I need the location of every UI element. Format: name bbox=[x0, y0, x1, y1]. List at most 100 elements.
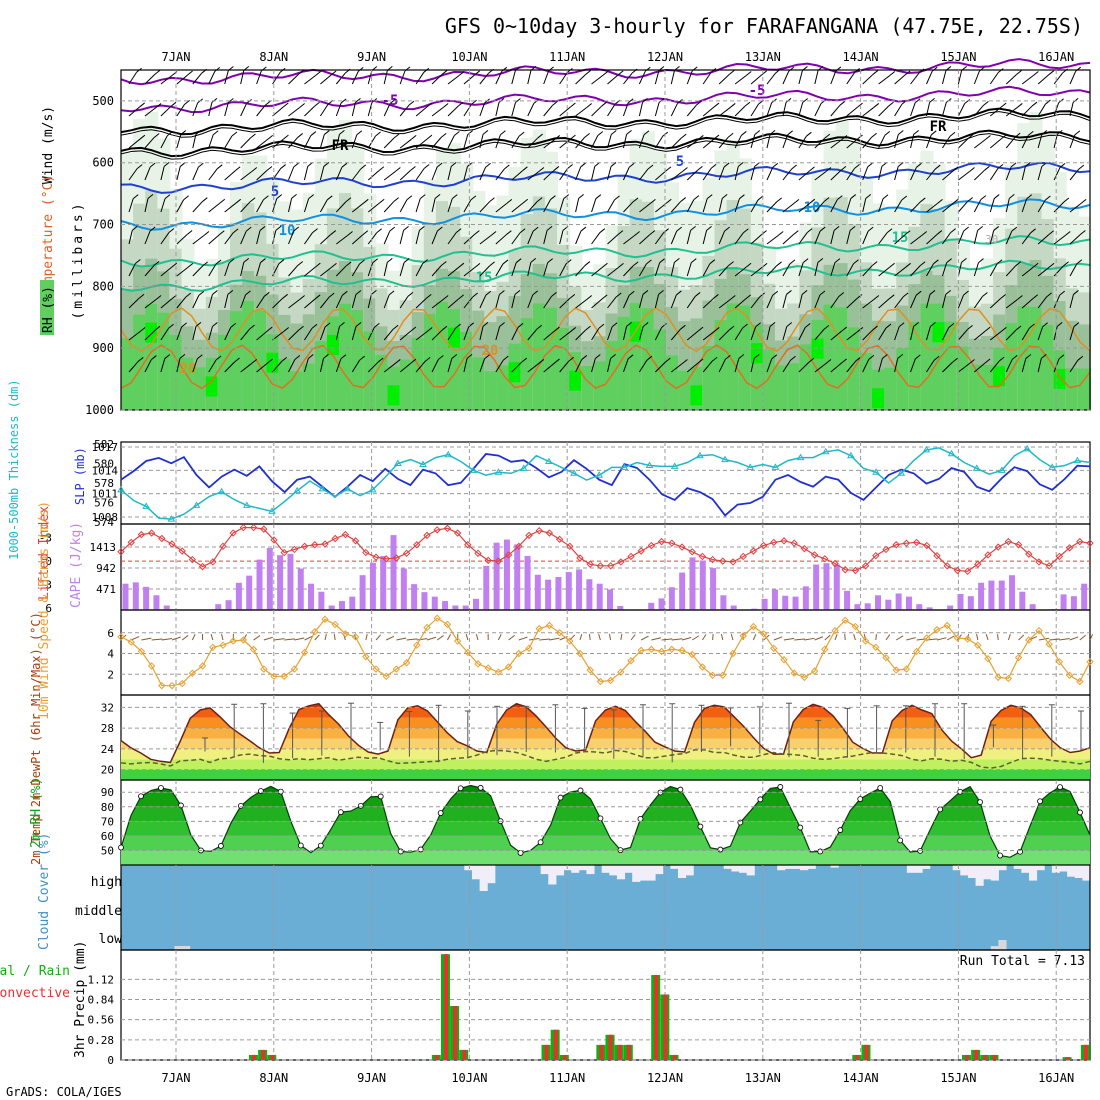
wind-barb-shaft bbox=[240, 70, 245, 85]
wind-barb-shaft bbox=[128, 71, 137, 85]
wind-barb-shaft bbox=[830, 139, 843, 149]
wind-barb-shaft bbox=[463, 134, 469, 149]
wind-barb-shaft bbox=[734, 327, 743, 341]
li-marker bbox=[1025, 550, 1033, 558]
wind-barb-flag bbox=[946, 258, 952, 264]
li-marker bbox=[443, 524, 452, 533]
slp-tick: 1008 bbox=[92, 511, 119, 524]
wind-barb-flag bbox=[786, 322, 793, 327]
thickness-tick: 578 bbox=[94, 477, 114, 490]
wind-barb-shaft bbox=[655, 170, 667, 181]
wind-barb-shaft bbox=[910, 358, 916, 373]
wind-barb-flag bbox=[504, 164, 510, 170]
cloud-high-bar bbox=[906, 865, 916, 873]
wind-barb-flag bbox=[695, 100, 702, 106]
wind-barb-shaft bbox=[798, 294, 803, 309]
wind-barb-flag bbox=[952, 357, 958, 363]
wind-barb-flag bbox=[155, 103, 162, 108]
wind-barb-flag bbox=[839, 100, 846, 106]
wind-barb-shaft bbox=[638, 263, 647, 277]
wind-barb-shaft bbox=[607, 234, 619, 245]
wind-barb-flag bbox=[410, 326, 417, 332]
wind-barb-shaft bbox=[543, 70, 550, 85]
wind-barb-shaft bbox=[878, 75, 891, 85]
wind-barb-shaft bbox=[846, 138, 858, 149]
wind-barb-shaft bbox=[431, 265, 442, 277]
legend-convective: Convective bbox=[0, 986, 70, 1001]
wind-barb-flag bbox=[347, 231, 353, 236]
wind-barb-shaft bbox=[942, 327, 950, 341]
rh-green-column bbox=[1041, 324, 1055, 410]
thickness-marker bbox=[117, 485, 125, 493]
wind-barb-shaft bbox=[942, 135, 951, 149]
wind-barb-flag bbox=[275, 226, 282, 231]
wind-barb-shaft bbox=[654, 102, 660, 117]
wind-barb-shaft bbox=[623, 72, 633, 85]
wind-barb-flag bbox=[1017, 295, 1023, 300]
cape-tick: 471 bbox=[96, 583, 116, 596]
ylabel-cape: CAPE (J/kg) bbox=[69, 522, 84, 608]
wind-barb-shaft bbox=[495, 102, 500, 117]
wind-barb-shaft bbox=[527, 262, 532, 277]
wind-barb-flag bbox=[729, 103, 736, 108]
rh-green-column bbox=[460, 331, 474, 410]
wind-barb-shaft bbox=[208, 359, 217, 373]
wind10m-barb bbox=[284, 638, 295, 641]
wind10m-marker bbox=[678, 646, 686, 655]
wind10m-barb bbox=[608, 633, 612, 641]
wind10m-marker bbox=[1065, 671, 1074, 679]
wind-barb-shaft bbox=[256, 199, 264, 213]
wind-barb-flag bbox=[484, 354, 490, 360]
wind-barb-flag bbox=[371, 289, 377, 295]
wind-barb-flag bbox=[1073, 322, 1080, 327]
wind-barb-flag bbox=[298, 69, 304, 75]
rh-marker bbox=[217, 843, 224, 849]
wind-barb-flag bbox=[215, 259, 222, 265]
wind-barb-shaft bbox=[128, 198, 134, 213]
wind-barb-shaft bbox=[1005, 198, 1010, 213]
thickness-marker bbox=[620, 463, 629, 470]
wind10m-marker bbox=[963, 635, 972, 643]
rh-green-column bbox=[193, 367, 207, 410]
li-marker bbox=[229, 529, 237, 537]
wind-barb-shaft bbox=[894, 134, 899, 149]
rh-marker bbox=[397, 848, 404, 855]
li-marker bbox=[1035, 558, 1043, 566]
wind-barb-shaft bbox=[415, 297, 427, 309]
wind-barb-shaft bbox=[670, 103, 678, 117]
precip-conv-bar bbox=[965, 1054, 970, 1060]
wind-barb-flag bbox=[359, 355, 365, 361]
wind-barb-shaft bbox=[718, 107, 731, 117]
wind-barb-flag bbox=[649, 230, 656, 236]
wind-barb-flag bbox=[993, 226, 1000, 231]
wind-barb-flag bbox=[228, 98, 234, 103]
wind-barb-flag bbox=[1059, 162, 1066, 168]
rh-tick: 60 bbox=[101, 830, 114, 843]
wind-barb-shaft bbox=[304, 327, 313, 341]
wind-barb-shaft bbox=[319, 358, 324, 373]
wind-barb-flag bbox=[299, 295, 305, 300]
wind-barb-shaft bbox=[910, 134, 915, 149]
wind10m-marker bbox=[311, 628, 319, 636]
wind-barb-shaft bbox=[798, 70, 803, 85]
rh-green-column bbox=[859, 352, 873, 410]
cape-bar bbox=[833, 564, 840, 610]
wind10m-marker bbox=[1004, 674, 1013, 683]
wind-barb-flag bbox=[738, 354, 745, 359]
cape-bar bbox=[328, 605, 335, 610]
wind-barb-flag bbox=[422, 259, 428, 265]
wind-barb-flag bbox=[825, 359, 832, 364]
rh-marker bbox=[337, 809, 344, 816]
wind-barb-shaft bbox=[591, 327, 600, 341]
wind-barb-flag bbox=[470, 195, 477, 201]
run-total: Run Total = 7.13 bbox=[960, 954, 1085, 969]
wind-barb-flag bbox=[642, 97, 648, 103]
wind-barb-shaft bbox=[399, 362, 412, 373]
wind-barb-shaft bbox=[894, 326, 900, 341]
rh-marker bbox=[757, 796, 764, 803]
wind10m-marker bbox=[668, 645, 676, 654]
wind-barb-shaft bbox=[351, 359, 361, 373]
wind-barb-shaft bbox=[1053, 72, 1064, 85]
cape-bar bbox=[380, 556, 387, 610]
wind-barb-flag bbox=[834, 258, 841, 264]
